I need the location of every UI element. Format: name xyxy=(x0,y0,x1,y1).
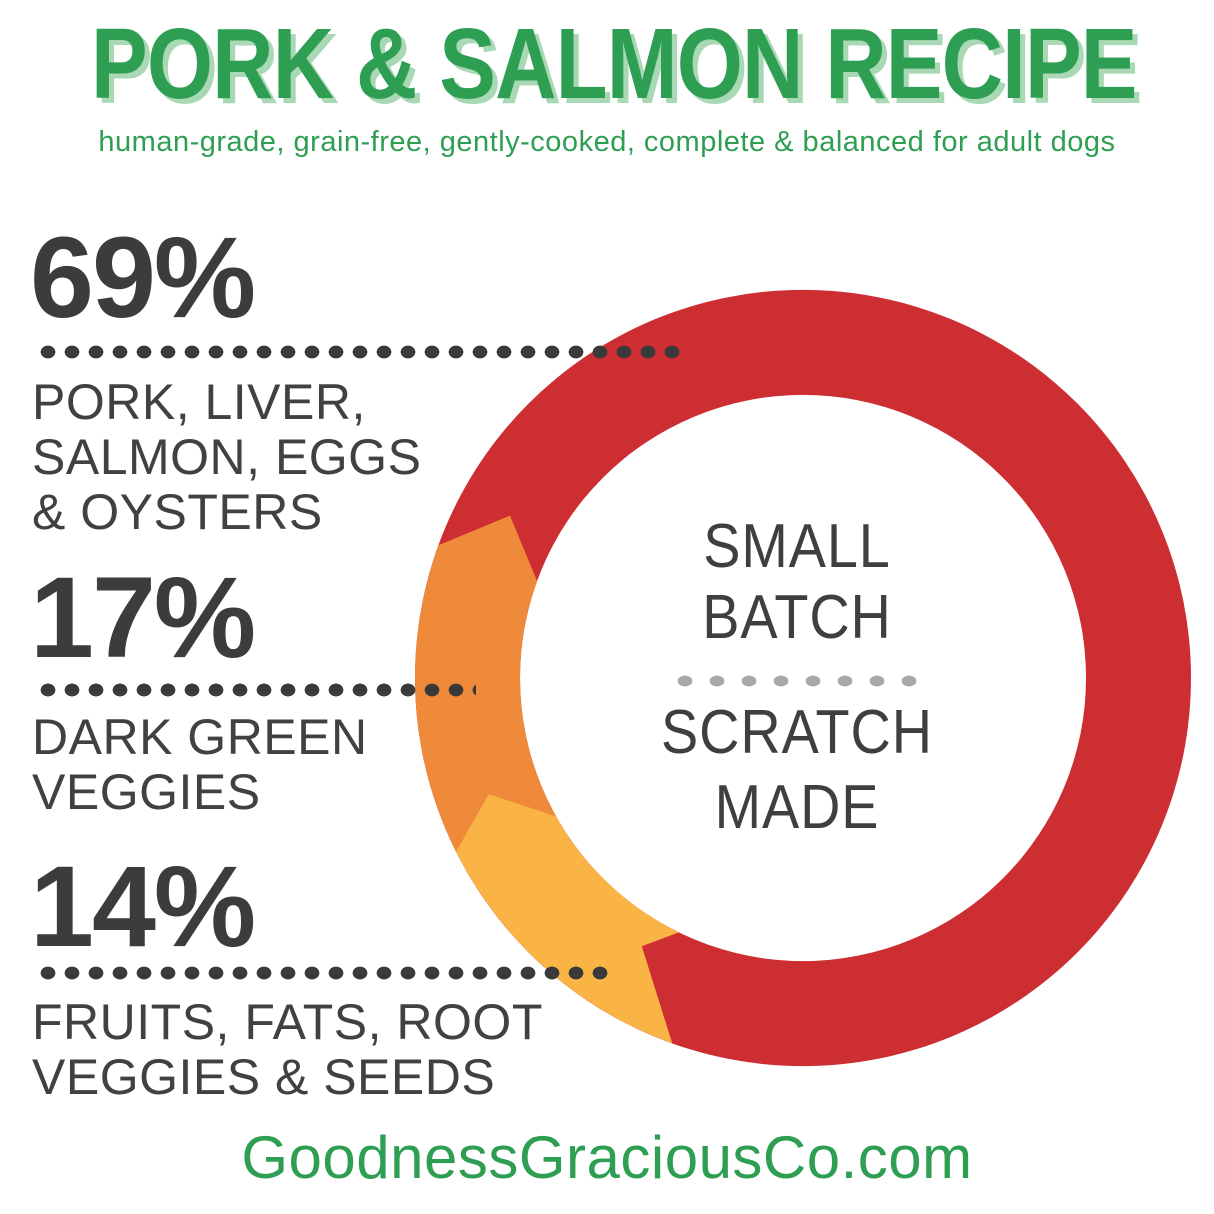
page-subtitle: human-grade, grain-free, gently-cooked, … xyxy=(98,126,1116,158)
donut-slice-veggies xyxy=(415,515,563,884)
donut-center-label: SMALL BATCH SCRATCH MADE xyxy=(581,0,1013,1214)
percent-value-fruits: 14% xyxy=(30,843,256,971)
ingredient-label-meat: PORK, LIVER, SALMON, EGGS & OYSTERS xyxy=(32,374,422,540)
center-text-made: MADE xyxy=(714,773,880,842)
page-title: PORK & SALMON RECIPE xyxy=(91,8,1137,120)
dotted-leader-veggies xyxy=(36,683,476,697)
center-text-batch: BATCH xyxy=(702,583,892,652)
website-link[interactable]: GoodnessGraciousCo.com xyxy=(241,1124,973,1191)
center-divider-dots xyxy=(669,675,925,687)
center-text-small: SMALL xyxy=(703,512,891,581)
center-text-scratch: SCRATCH xyxy=(661,698,933,767)
percent-value-veggies: 17% xyxy=(30,554,256,682)
donut-slice-fruits xyxy=(456,794,679,1044)
dotted-leader-fruits xyxy=(36,966,612,980)
ingredient-label-veggies: DARK GREEN VEGGIES xyxy=(32,709,368,820)
dotted-leader-meat xyxy=(36,345,680,359)
percent-value-meat: 69% xyxy=(30,214,256,342)
ingredient-label-fruits: FRUITS, FATS, ROOT VEGGIES & SEEDS xyxy=(32,994,543,1105)
